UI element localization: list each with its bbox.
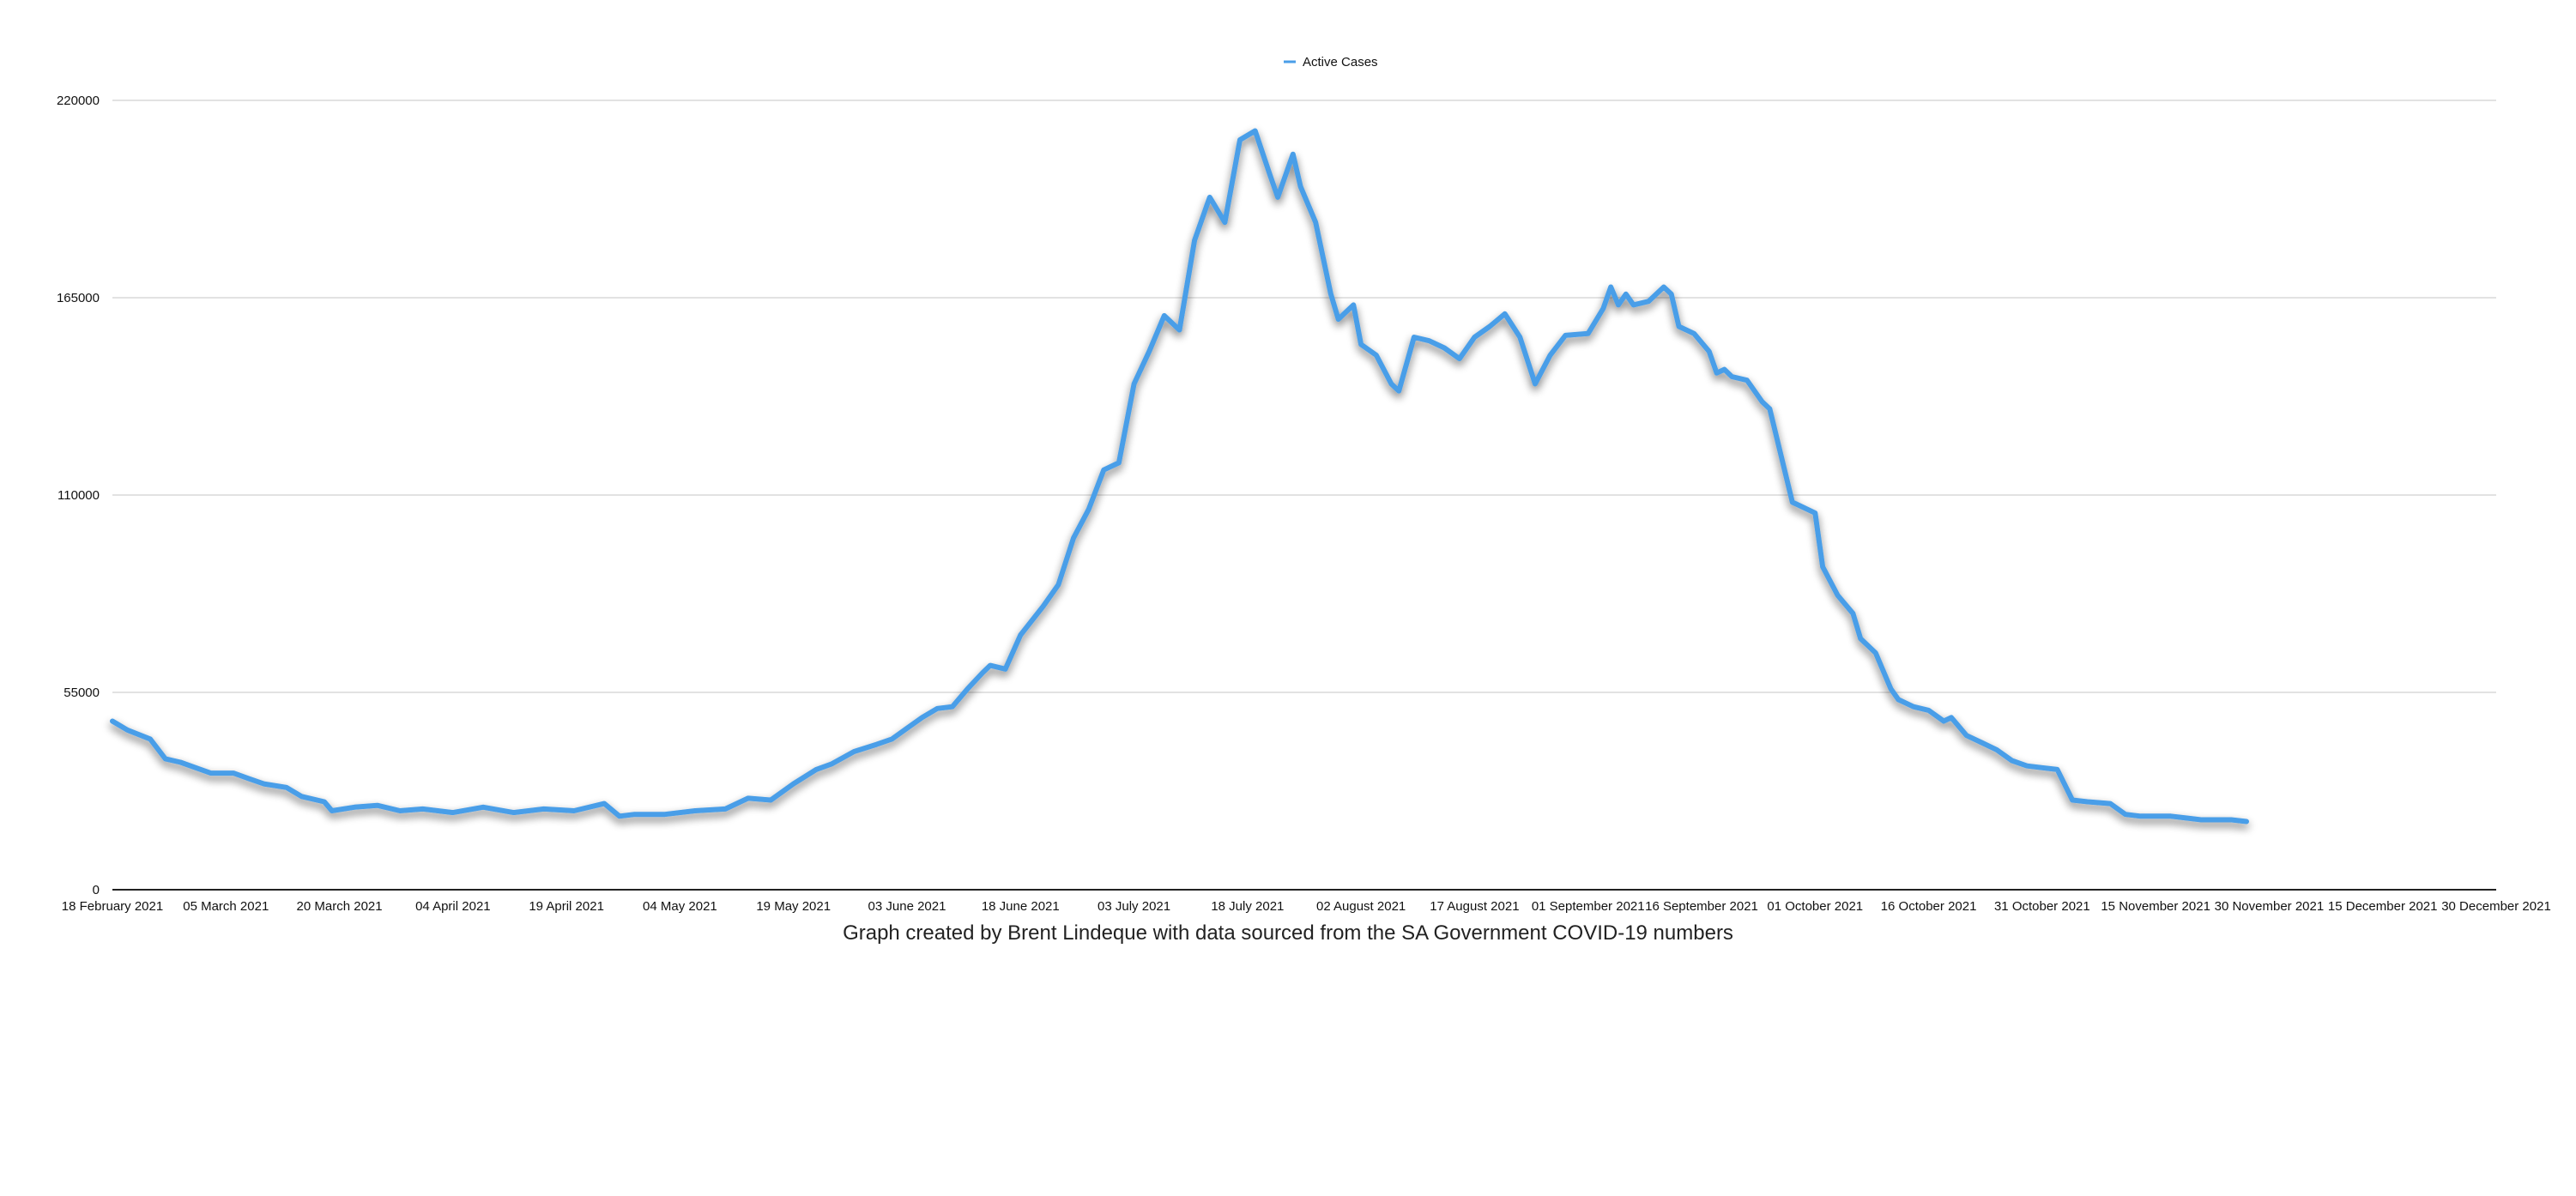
x-tick-label: 19 May 2021	[756, 899, 831, 914]
x-tick-label: 02 August 2021	[1316, 899, 1406, 914]
x-tick-label: 20 March 2021	[297, 899, 383, 914]
legend-label: Active Cases	[1303, 55, 1378, 69]
x-tick-label: 31 October 2021	[1994, 899, 2090, 914]
x-tick-label: 03 July 2021	[1098, 899, 1170, 914]
grid-lines	[112, 100, 2496, 693]
x-tick-label: 17 August 2021	[1430, 899, 1519, 914]
x-tick-label: 30 December 2021	[2441, 899, 2551, 914]
series-active-cases	[110, 128, 2249, 825]
x-tick-label: 04 May 2021	[643, 899, 717, 914]
y-tick-label: 165000	[57, 291, 100, 305]
y-tick-label: 220000	[57, 94, 100, 108]
x-tick-label: 05 March 2021	[183, 899, 269, 914]
x-tick-label: 18 July 2021	[1211, 899, 1284, 914]
x-tick-label: 18 June 2021	[982, 899, 1060, 914]
x-tick-label: 03 June 2021	[868, 899, 946, 914]
chart-caption: Graph created by Brent Lindeque with dat…	[843, 921, 1733, 945]
x-tick-label: 19 April 2021	[529, 899, 604, 914]
x-tick-label: 16 October 2021	[1881, 899, 1977, 914]
legend: Active Cases	[1284, 55, 1378, 69]
x-tick-label: 16 September 2021	[1645, 899, 1758, 914]
x-tick-label: 18 February 2021	[62, 899, 163, 914]
x-tick-label: 04 April 2021	[415, 899, 491, 914]
x-tick-label: 01 September 2021	[1532, 899, 1645, 914]
y-tick-label: 110000	[57, 488, 100, 503]
y-axis-tick-labels: 0 55000 110000 165000 220000	[57, 94, 100, 897]
x-axis-tick-labels: 18 February 2021 05 March 2021 20 March 20…	[62, 899, 2551, 914]
x-tick-label: 30 November 2021	[2215, 899, 2325, 914]
x-tick-label: 15 November 2021	[2101, 899, 2210, 914]
y-tick-label: 0	[93, 883, 100, 897]
y-tick-label: 55000	[63, 686, 100, 700]
x-tick-label: 01 October 2021	[1767, 899, 1863, 914]
series-line	[110, 128, 2249, 825]
x-tick-label: 15 December 2021	[2328, 899, 2438, 914]
